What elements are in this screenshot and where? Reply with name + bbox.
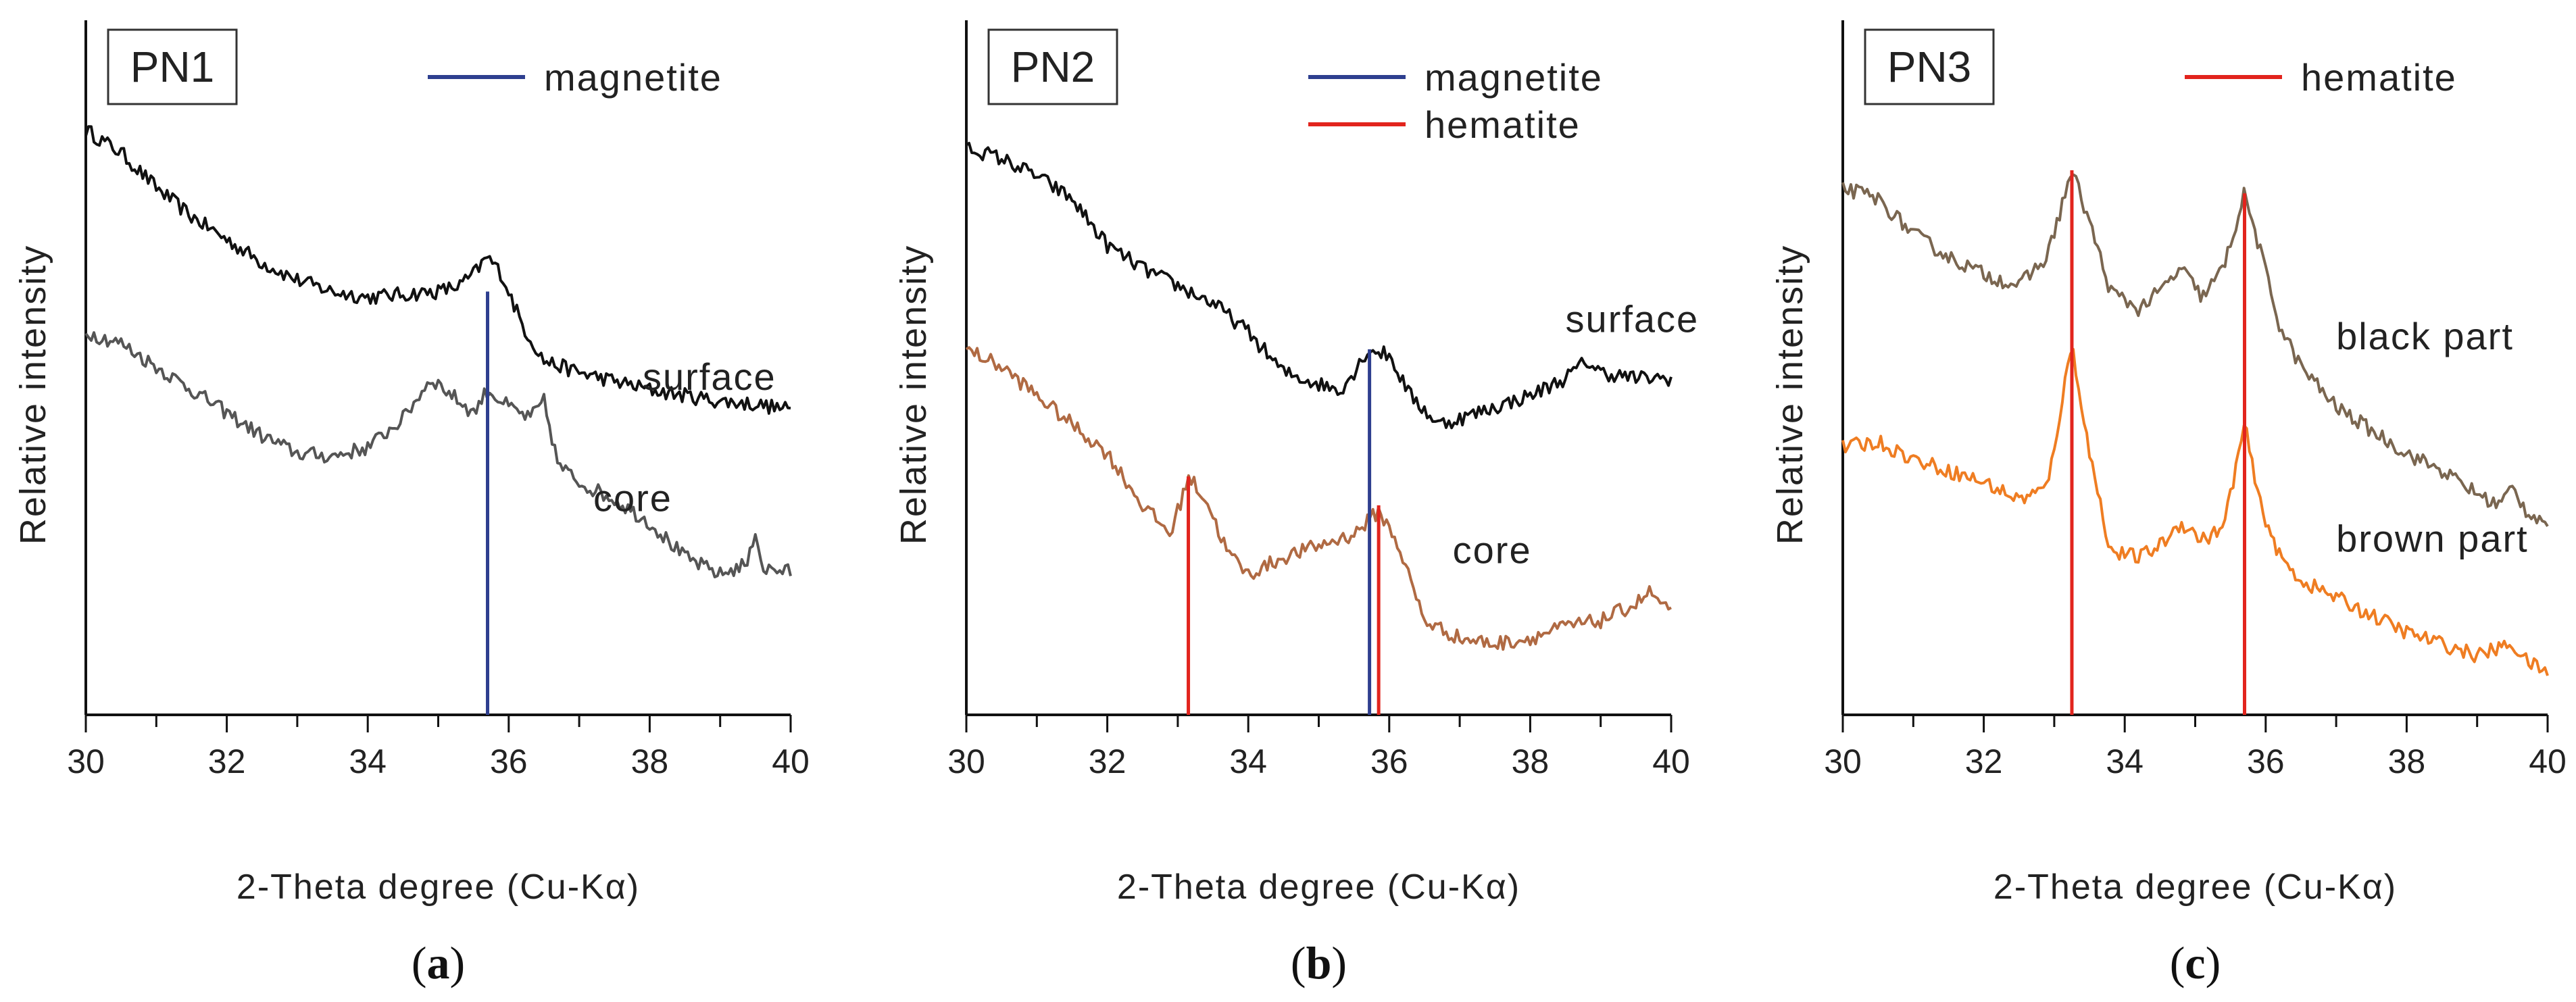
series-line-core bbox=[84, 331, 792, 578]
x-tick-label: 32 bbox=[1965, 743, 2003, 780]
panel-pn1: 30 32 34 36 38 40 2-Theta degree (Cu-Kα) Relati… bbox=[13, 20, 810, 988]
panel-pn2: 30 32 34 36 38 40 2-Theta degree (Cu-Kα) Relati… bbox=[893, 20, 1700, 988]
x-tick-label: 34 bbox=[349, 743, 387, 780]
series-label-surface: surface bbox=[643, 355, 776, 398]
series-line-brown-part bbox=[1841, 347, 2549, 676]
series-label-surface: surface bbox=[1566, 297, 1700, 340]
legend-label-hematite: hematite bbox=[1425, 103, 1581, 146]
panel-caption: (b) bbox=[1291, 937, 1347, 988]
x-axis-label: 2-Theta degree (Cu-Kα) bbox=[237, 868, 640, 907]
x-axis-label: 2-Theta degree (Cu-Kα) bbox=[1993, 868, 2397, 907]
panel-label-box bbox=[107, 28, 238, 105]
x-tick-label: 30 bbox=[1824, 743, 1862, 780]
x-tick-label: 36 bbox=[1370, 743, 1408, 780]
series-label-black-part: black part bbox=[2336, 315, 2514, 357]
x-tick-label: 38 bbox=[2388, 743, 2426, 780]
x-tick-label: 40 bbox=[772, 743, 810, 780]
panel-caption: (a) bbox=[412, 937, 465, 988]
series-line-surface bbox=[965, 141, 1673, 430]
series-line-core bbox=[965, 346, 1672, 651]
panel-pn3: 30 32 34 36 38 40 2-Theta degree (Cu-Kα) Relati… bbox=[1770, 20, 2567, 988]
x-tick-label: 38 bbox=[1512, 743, 1550, 780]
y-axis-label: Relative intensity bbox=[13, 245, 53, 545]
x-tick-label: 36 bbox=[2247, 743, 2285, 780]
x-tick-label: 30 bbox=[67, 743, 105, 780]
panel-label: PN1 bbox=[130, 43, 215, 91]
series-label-core: core bbox=[593, 476, 672, 519]
x-tick-label: 38 bbox=[631, 743, 669, 780]
panel-label-box bbox=[1864, 28, 1995, 105]
series-label-core: core bbox=[1453, 528, 1532, 571]
x-tick-label: 36 bbox=[490, 743, 528, 780]
series-label-brown-part: brown part bbox=[2336, 517, 2529, 559]
series-line-black-part bbox=[1841, 173, 2549, 527]
panel-caption: (c) bbox=[2170, 937, 2221, 988]
x-tick-label: 40 bbox=[2529, 743, 2567, 780]
legend-label-hematite: hematite bbox=[2301, 56, 2457, 99]
x-axis-label: 2-Theta degree (Cu-Kα) bbox=[1117, 868, 1520, 907]
x-tick-label: 34 bbox=[1229, 743, 1267, 780]
panel-label: PN2 bbox=[1011, 43, 1095, 91]
y-axis-label: Relative intensity bbox=[893, 245, 934, 545]
legend-label-magnetite: magnetite bbox=[1425, 56, 1603, 99]
y-axis-label: Relative intensity bbox=[1770, 245, 1810, 545]
x-tick-label: 32 bbox=[1089, 743, 1126, 780]
x-tick-label: 40 bbox=[1652, 743, 1690, 780]
panel-label-box bbox=[987, 28, 1118, 105]
x-tick-label: 30 bbox=[947, 743, 985, 780]
panel-label: PN3 bbox=[1887, 43, 1972, 91]
x-tick-label: 32 bbox=[208, 743, 246, 780]
x-tick-label: 34 bbox=[2106, 743, 2144, 780]
legend-label-magnetite: magnetite bbox=[544, 56, 722, 99]
series-line-surface bbox=[84, 125, 791, 415]
